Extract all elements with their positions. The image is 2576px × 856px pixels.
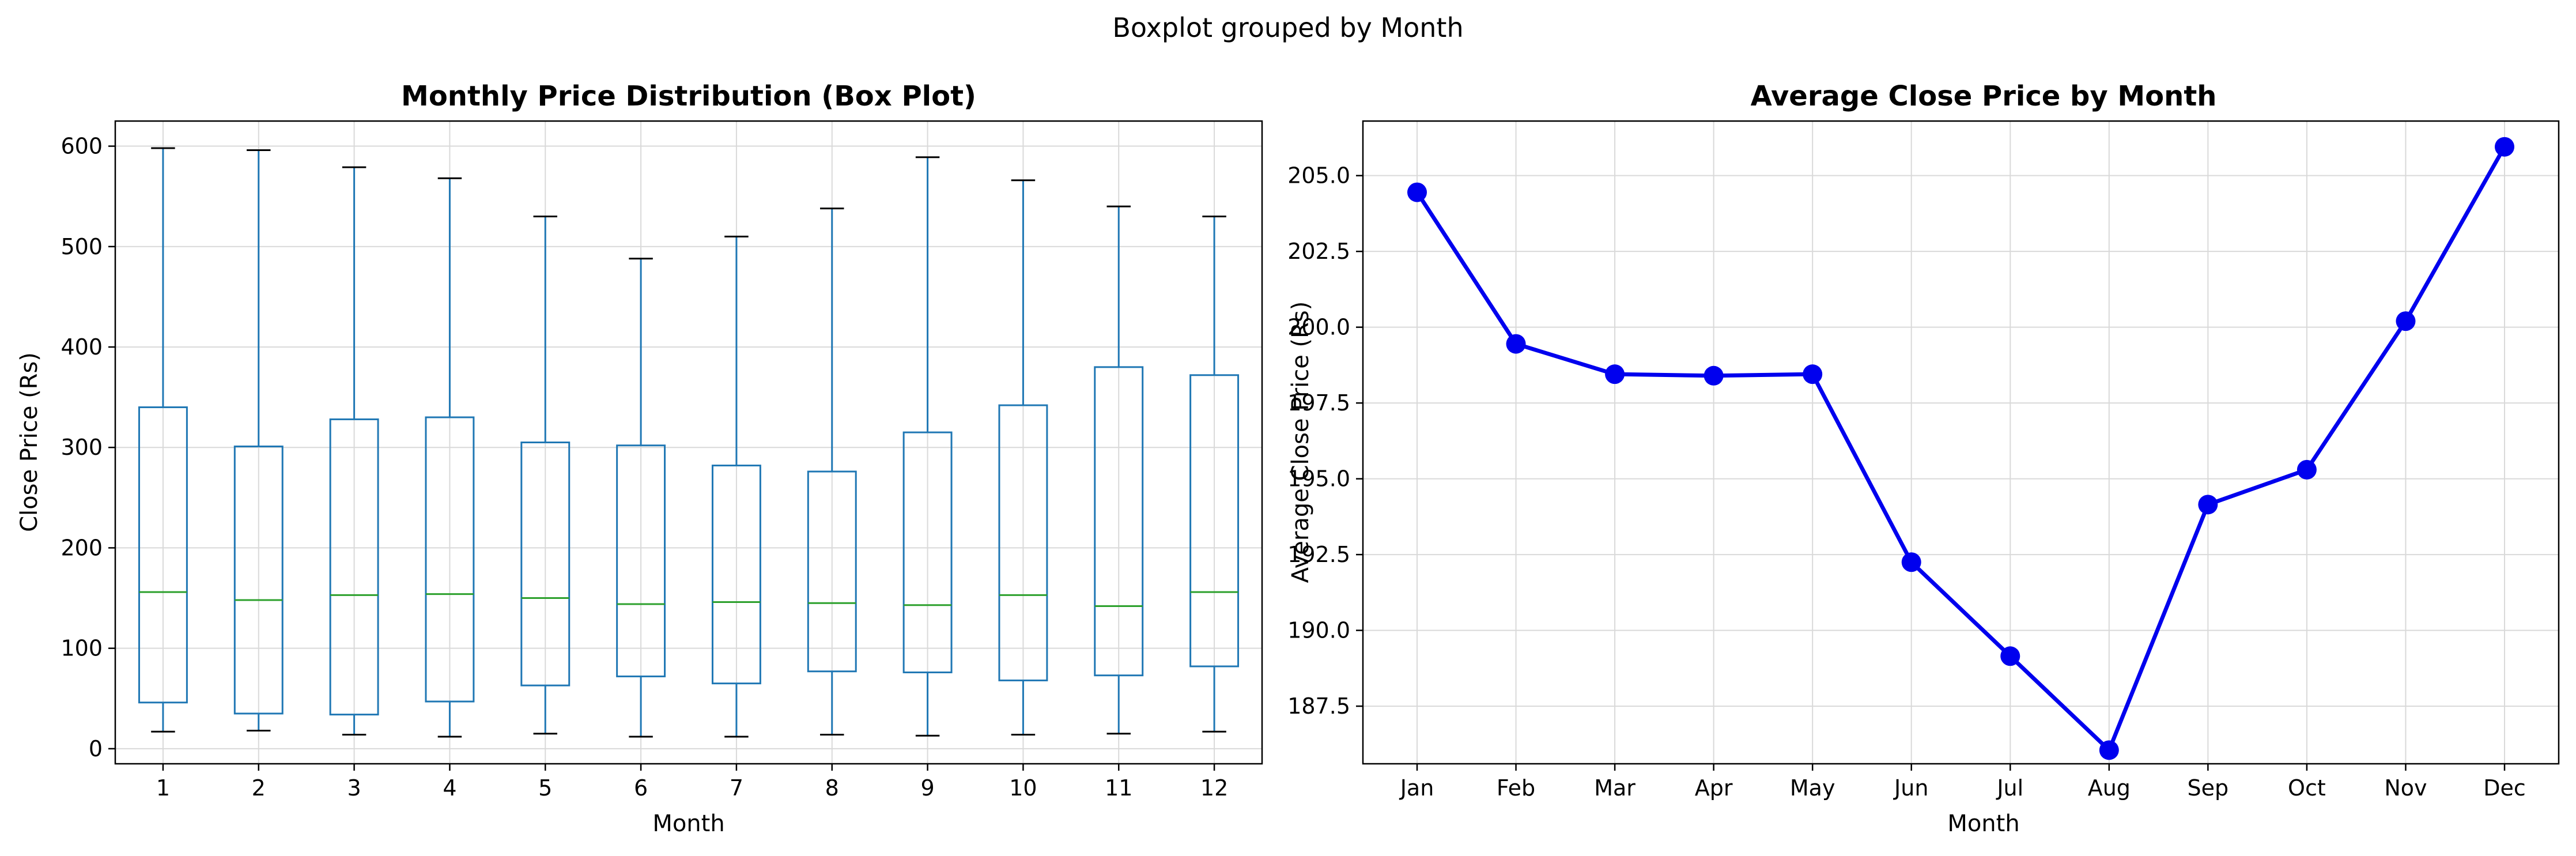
box-plot-x-tick-label: 5 <box>538 775 552 801</box>
average-price-point-Apr <box>1704 365 1724 386</box>
box-iqr <box>807 470 857 673</box>
average-price-frame <box>1362 120 2560 765</box>
box-plot-y-tick-label: 0 <box>89 736 103 761</box>
box-plot-x-ticks: 1 2 3 4 5 6 7 8 9 10 11 12 <box>156 764 1228 801</box>
average-price-y-tick-label: 197.5 <box>1287 390 1350 416</box>
box-iqr <box>1189 374 1240 668</box>
average-price-y-tick-label: 205.0 <box>1287 163 1350 188</box>
box-plot-y-tick-label: 600 <box>61 134 103 159</box>
average-price-title: Average Close Price by Month <box>1751 80 2217 112</box>
average-price-y-tick-label: 195.0 <box>1287 466 1350 492</box>
average-price-chart: Average Close Price by Month 187.5190.01… <box>1287 80 2560 837</box>
box-plot-x-tick-label: 4 <box>443 775 456 801</box>
average-price-x-tick-label: Feb <box>1497 775 1535 801</box>
average-price-point-Aug <box>2099 740 2119 760</box>
box-iqr <box>1094 366 1144 677</box>
box-plot-x-tick-label: 3 <box>347 775 361 801</box>
average-price-x-tick-label: Jul <box>1996 775 2023 801</box>
box-plot-x-tick-label: 10 <box>1009 775 1037 801</box>
average-price-point-Mar <box>1605 364 1625 384</box>
box-plot-y-tick-label: 300 <box>61 435 103 460</box>
figure-suptitle: Boxplot grouped by Month <box>1112 12 1463 43</box>
average-price-point-Jul <box>2000 646 2020 666</box>
box-plot-title: Monthly Price Distribution (Box Plot) <box>401 80 976 112</box>
average-price-x-tick-label: Sep <box>2188 775 2229 801</box>
box-iqr <box>902 431 953 673</box>
average-price-x-tick-label: Jan <box>1399 775 1434 801</box>
average-price-point-Sep <box>2198 495 2218 515</box>
average-price-point-Jun <box>1901 552 1921 572</box>
box-iqr <box>711 465 761 685</box>
average-price-series <box>1407 137 2514 760</box>
average-price-x-tick-label: Dec <box>2483 775 2526 801</box>
box-plot-x-label: Month <box>652 810 724 837</box>
average-price-x-ticks: Jan Feb Mar Apr May Jun Jul Aug Sep Oct Nov Dec <box>1399 764 2526 801</box>
box-iqr <box>233 445 284 715</box>
average-price-x-tick-label: Oct <box>2288 775 2326 801</box>
average-price-x-label: Month <box>1947 810 2019 837</box>
box-plot-x-tick-label: 12 <box>1200 775 1228 801</box>
box-plot-frame <box>114 120 1263 765</box>
box-month-7 <box>711 235 761 738</box>
box-plot-grid <box>115 121 1262 764</box>
box-plot-y-tick-label: 200 <box>61 535 103 560</box>
box-month-12 <box>1189 216 1240 733</box>
box-month-2 <box>233 149 284 732</box>
box-month-8 <box>807 208 857 736</box>
average-price-y-tick-label: 192.5 <box>1287 542 1350 567</box>
box-plot-x-tick-label: 9 <box>920 775 934 801</box>
box-plot-boxes <box>138 147 1240 738</box>
average-price-point-Feb <box>1506 334 1526 354</box>
average-price-line <box>1415 145 2507 752</box>
average-price-point-Nov <box>2396 311 2416 331</box>
average-price-x-tick-label: Mar <box>1594 775 1636 801</box>
box-month-3 <box>329 166 379 736</box>
box-plot-y-ticks: 0 100 200 300 400 500 600 <box>61 134 115 761</box>
average-price-x-tick-label: Apr <box>1695 775 1733 801</box>
average-price-x-tick-label: Jun <box>1893 775 1928 801</box>
box-month-4 <box>425 177 475 738</box>
box-plot-x-tick-label: 2 <box>252 775 266 801</box>
average-price-point-Dec <box>2495 137 2514 157</box>
box-plot-y-tick-label: 100 <box>61 636 103 661</box>
average-price-x-tick-label: Nov <box>2384 775 2427 801</box>
average-price-point-May <box>1803 364 1823 384</box>
box-plot-chart: Monthly Price Distribution (Box Plot) 0 1… <box>16 80 1263 837</box>
average-price-y-tick-label: 200.0 <box>1287 315 1350 340</box>
average-price-point-Oct <box>2297 459 2317 480</box>
box-iqr <box>998 404 1048 681</box>
average-price-y-ticks: 187.5 190.0 192.5 195.0 197.5 200.0 202.5 205.0 <box>1287 163 1363 719</box>
box-iqr <box>425 416 475 703</box>
box-iqr <box>616 444 666 677</box>
box-month-9 <box>902 156 953 737</box>
box-iqr <box>329 418 379 716</box>
box-plot-x-tick-label: 11 <box>1105 775 1132 801</box>
box-iqr <box>138 406 188 704</box>
box-plot-x-tick-label: 8 <box>825 775 839 801</box>
box-plot-y-tick-label: 400 <box>61 334 103 360</box>
average-price-y-tick-label: 187.5 <box>1287 693 1350 719</box>
box-month-6 <box>616 258 666 738</box>
average-price-grid <box>1363 121 2559 764</box>
box-month-1 <box>138 147 188 733</box>
box-month-10 <box>998 179 1048 736</box>
average-price-y-tick-label: 202.5 <box>1287 239 1350 264</box>
average-price-x-tick-label: Aug <box>2088 775 2131 801</box>
average-price-y-tick-label: 190.0 <box>1287 618 1350 643</box>
average-price-point-Jan <box>1407 182 1427 202</box>
average-price-y-label: Average Close Price (Rs) <box>1287 301 1314 583</box>
box-plot-x-tick-label: 7 <box>730 775 743 801</box>
box-iqr <box>520 442 571 687</box>
box-month-5 <box>520 216 571 735</box>
box-plot-y-label: Close Price (Rs) <box>16 352 43 532</box>
box-plot-x-tick-label: 1 <box>156 775 170 801</box>
average-price-x-tick-label: May <box>1790 775 1835 801</box>
box-plot-y-tick-label: 500 <box>61 234 103 259</box>
box-plot-x-tick-label: 6 <box>634 775 648 801</box>
box-month-11 <box>1094 205 1144 735</box>
